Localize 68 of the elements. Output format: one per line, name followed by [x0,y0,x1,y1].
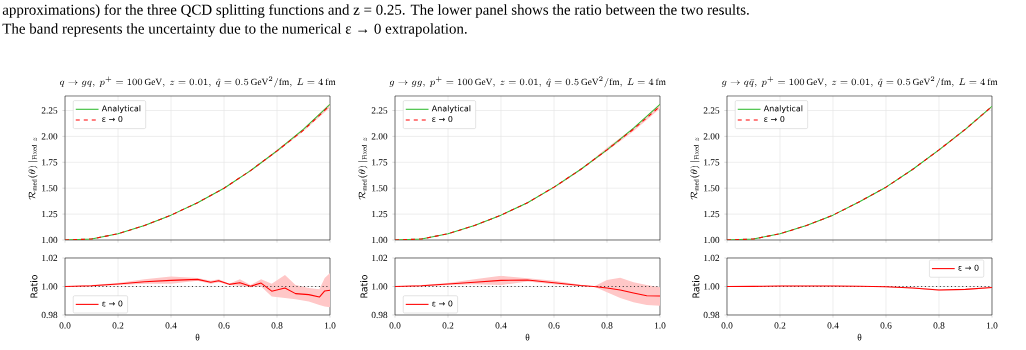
y-tick-label: 1.00 [372,236,388,244]
y-tick-label: 1.00 [372,283,388,290]
x-tick-label: 0.4 [827,322,839,329]
legend-label: ε → 0 [958,264,979,271]
y-tick-label: 1.00 [704,283,720,290]
x-tick-label: 0.0 [59,322,71,329]
x-tick-label: 0.6 [880,322,892,329]
x-axis-title: θ [525,333,530,341]
x-tick-label: 0.8 [601,322,613,329]
y-tick-label: 1.75 [372,159,388,166]
x-tick-label: 0.4 [495,322,507,329]
y-tick-label: 1.00 [704,236,720,244]
chart-title: $q \to gq,\ p^{+} = 100\,\mathrm{GeV},\ z = 0.01,\ \hat{q} = 0.5\,\mathrm{GeV}^{2}/\mathrm{fm},\ L = 4\,\mathrm{fm}$ [60,76,336,88]
x-tick-label: 1.0 [654,322,666,329]
legend-label: ε → 0 [432,115,453,123]
y-tick-label: 1.00 [42,283,58,290]
y-tick-label: 1.75 [704,159,720,166]
legend-label: ε → 0 [102,115,123,123]
legend-label: Analytical [431,105,471,113]
x-tick-label: 0.2 [112,322,124,329]
y-axis-title: $\mathcal{R}_{\mathrm{med}}(\theta)\,|_{\mathrm{Fixed}\ z}$ [690,137,700,200]
y-tick-label: 2.25 [371,107,388,114]
y-tick-label: 1.50 [704,185,720,192]
y-axis-title: Ratio [30,275,38,298]
legend-label: ε → 0 [432,300,453,307]
y-tick-label: 1.02 [704,254,720,262]
x-tick-label: 0.4 [165,322,177,329]
y-tick-label: 1.02 [372,254,388,262]
x-tick-label: 0.8 [933,322,945,329]
legend-label: Analytical [763,105,803,113]
y-tick-label: 2.00 [41,133,58,140]
y-tick-label: 2.00 [371,133,388,140]
x-tick-label: 0.6 [218,322,230,329]
y-tick-label: 0.98 [41,311,58,319]
y-tick-label: 1.75 [42,159,58,166]
y-tick-label: 2.25 [41,107,58,114]
y-tick-label: 1.50 [372,185,388,192]
x-tick-label: 1.0 [986,322,998,329]
y-tick-label: 0.98 [703,311,720,319]
x-tick-label: 0.0 [389,322,401,329]
y-tick-label: 2.25 [703,107,720,114]
legend-label: ε → 0 [102,300,123,307]
y-tick-label: 0.98 [371,311,388,319]
chart-title: $g \to gg,\ p^{+} = 100\,\mathrm{GeV},\ z = 0.01,\ \hat{q} = 0.5\,\mathrm{GeV}^{2}/\mathrm{fm},\ L = 4\,\mathrm{fm}$ [389,76,666,88]
x-tick-label: 0.6 [548,322,560,329]
x-tick-label: 0.0 [721,322,733,329]
x-axis-title: θ [857,333,862,341]
y-tick-label: 1.02 [42,254,58,262]
y-tick-label: 1.00 [42,236,58,244]
x-tick-label: 0.2 [442,322,454,329]
y-axis-title: Ratio [360,275,368,298]
legend-label: ε → 0 [764,115,785,123]
y-tick-label: 1.25 [42,210,58,218]
y-axis-title: Ratio [692,275,700,298]
y-axis-title: $\mathcal{R}_{\mathrm{med}}(\theta)\,|_{\mathrm{Fixed}\ z}$ [358,137,368,200]
x-axis-title: θ [195,333,200,341]
x-tick-label: 0.2 [774,322,786,329]
x-tick-label: 1.0 [324,322,336,329]
y-tick-label: 1.50 [42,185,58,192]
x-tick-label: 0.8 [271,322,283,329]
y-axis-title: $\mathcal{R}_{\mathrm{med}}(\theta)\,|_{\mathrm{Fixed}\ z}$ [28,137,38,200]
chart-title: $g \to q\bar{q},\ p^{+} = 100\,\mathrm{GeV},\ z = 0.01,\ \hat{q} = 0.5\,\mathrm{GeV}^{2}/\mathrm{fm},\ L = 4\,\mathrm{fm}$ [721,76,998,88]
text: The band represents the uncertainty due to the numerical ε → 0 extrapolation. [2,23,467,37]
y-tick-label: 2.00 [703,133,720,140]
legend-label: Analytical [101,105,141,113]
text: approximations) for the three QCD splitting functions and z = 0.25. The lower panel shows the ratio between the two results. [2,4,749,18]
y-tick-label: 1.25 [372,210,388,218]
y-tick-label: 1.25 [704,210,720,218]
